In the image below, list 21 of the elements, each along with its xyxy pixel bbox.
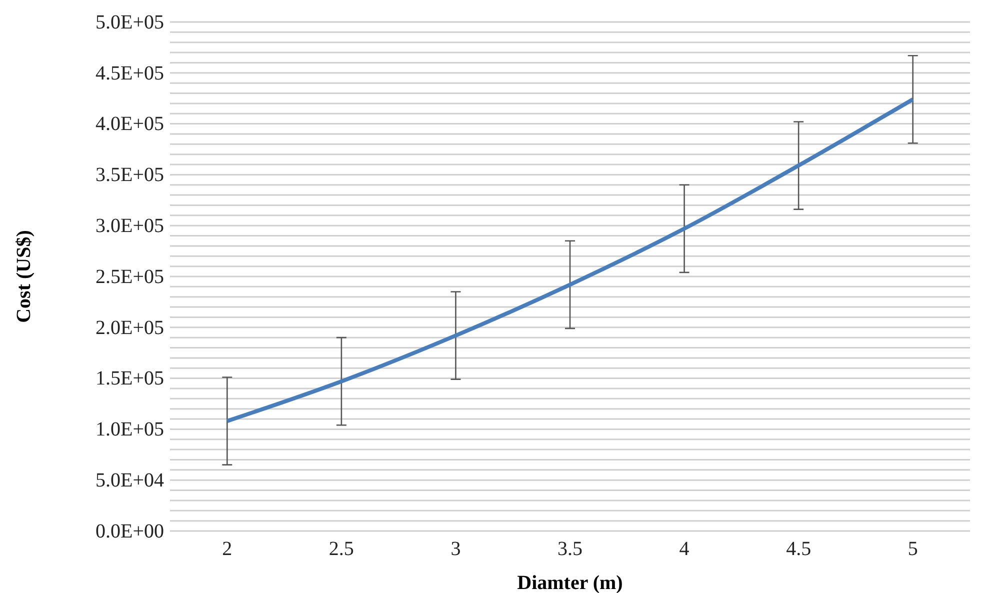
y-tick-label: 1.0E+05 — [96, 418, 164, 441]
y-tick-label: 3.0E+05 — [96, 215, 164, 237]
y-tick-label: 5.0E+05 — [96, 11, 164, 34]
y-tick-label: 4.5E+05 — [96, 62, 164, 84]
y-tick-label: 4.0E+05 — [96, 113, 164, 136]
y-tick-label: 2.0E+05 — [96, 316, 164, 339]
line-series — [225, 97, 915, 424]
x-tick-label: 4 — [679, 538, 690, 560]
x-tick-label: 4.5 — [786, 538, 812, 560]
y-axis-title: Cost (US$) — [13, 230, 35, 323]
y-tick-label: 3.5E+05 — [96, 164, 164, 186]
x-tick-label: 3 — [450, 538, 461, 560]
y-tick-label: 1.5E+05 — [96, 368, 164, 390]
y-tick-label: 0.0E+00 — [96, 520, 164, 542]
x-tick-label: 5 — [908, 538, 918, 560]
x-tick-label: 3.5 — [558, 538, 582, 560]
y-tick-label: 5.0E+04 — [96, 470, 164, 492]
y-tick-label: 2.5E+05 — [96, 266, 164, 288]
x-axis-title: Diamter (m) — [517, 572, 623, 593]
x-tick-label: 2.5 — [328, 538, 354, 560]
x-tick-label: 2 — [222, 538, 232, 560]
